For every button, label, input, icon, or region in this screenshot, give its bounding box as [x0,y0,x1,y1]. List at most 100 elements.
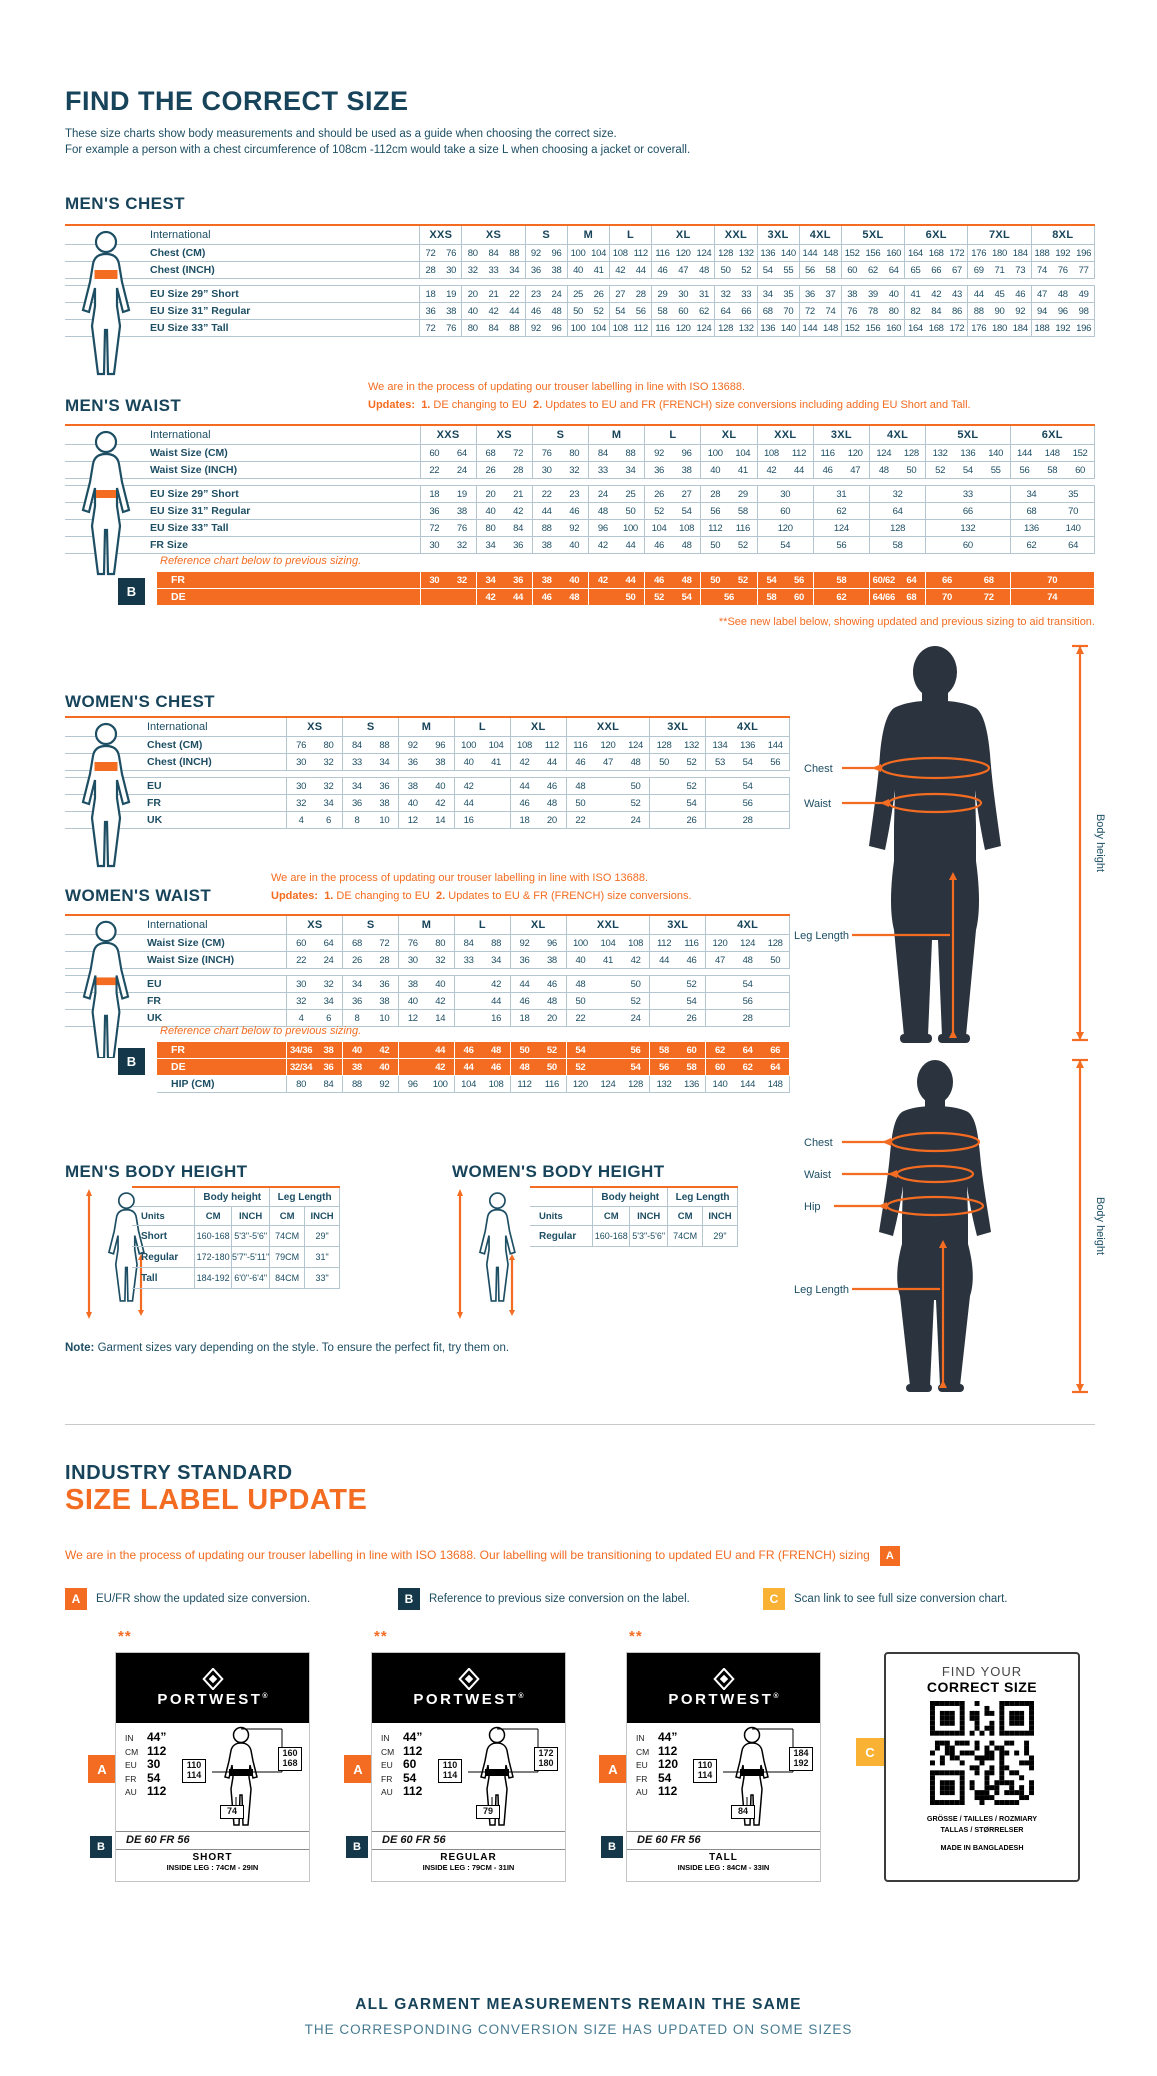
size-cell: 40 42 [342,1042,400,1059]
size-column-header: 5XL [840,226,906,245]
row-label: Chest (INCH) [65,261,421,279]
style-note: Note: Garment sizes vary depending on th… [65,1342,510,1354]
size-cell: 22 24 [565,1009,651,1027]
size-cell: 120 124 128 [705,934,790,952]
size-table: International XS S M L XL XXL 3XL 4XL Waist Size … [65,916,790,1027]
size-cell: 56 [705,794,790,812]
table-row: UK 4 6 8 10 12 14 16 18 20 22 24 26 28 [65,1009,790,1027]
inside-leg-text: INSIDE LEG : 79CM - 31IN [422,1863,515,1872]
size-cell: 50 52 [509,1042,567,1059]
size-cell: 30 [756,485,814,503]
size-cell: 80 84 88 [461,244,526,262]
table-row: EU Size 33” Tall 72 76 80 84 88 92 96 100 104 108 1… [65,319,1096,337]
size-cell: 44 46 [649,951,707,969]
size-cell: 32 33 34 [461,261,526,279]
size-cell: 53 54 56 [705,753,790,771]
chest-label: Chest [804,1137,833,1149]
transition-footnote: **See new label below, showing updated a… [718,616,1095,628]
size-table: International XXS XS S M L XL XXL 3XL 4XL 5XL 6XL Wa… [65,426,1095,554]
size-column-header: XXS [419,226,463,245]
size-cell: 30 32 [531,461,590,479]
size-cell: 46 47 [812,461,871,479]
mens-waist-table-wrap: International XXS XS S M L XL XXL 3XL 4XL 5XL 6XL Wa… [65,424,1095,554]
units-row: Units CM INCH CM INCH [132,1206,340,1226]
body-height-label: Body height [1094,1197,1106,1255]
intro-line-1: These size charts show body measurements… [65,128,617,140]
size-cell: 56 58 60 [1009,461,1095,479]
footer-line-2: THE CORRESPONDING CONVERSION SIZE HAS UP… [304,2022,853,2037]
size-cell: 144 148 [798,244,842,262]
size-cell: 128 [868,519,927,537]
size-cell: 20 21 [475,485,533,503]
size-cell: 52 54 [644,588,702,606]
size-label-card: PORTWEST® IN 44” CM 112 EU 30 FR 54 AU 112 110 114 16… [115,1652,310,1882]
waist-label: Waist [804,1169,831,1181]
size-cell: 38 40 [531,572,590,589]
spec-row: CM 112 [636,1743,678,1758]
size-column-header: 7XL [967,226,1032,245]
table-row: Waist Size (INCH) 22 24 26 28 30 32 33 34 36 38 40 4… [65,461,1095,479]
size-cell: 64/66 68 [868,588,927,606]
page-title: FIND THE CORRECT SIZE [65,86,409,116]
waist-label: Waist [804,798,831,810]
value-cell: 74CM [269,1225,306,1247]
size-column-header: 3XL [812,426,871,445]
size-column-header: L [453,916,511,935]
size-cell: 112 116 [700,519,758,537]
size-cell: 28 29 [700,485,758,503]
size-column-header: L [453,718,511,737]
size-cell: 44 [453,794,511,812]
size-table: FR 30 32 34 36 38 40 42 44 46 48 50 52 54 56 58 60/62 64 6… [157,572,1095,606]
card-footer: TALL INSIDE LEG : 84CM - 33IN [627,1849,820,1884]
size-cell: 140 144 148 [705,1075,790,1093]
size-cell: 32 33 [714,285,758,303]
size-cell: 56 58 [798,261,842,279]
size-cell: 22 24 [565,811,651,829]
row-label: FR Size [65,536,421,554]
size-cell: 38 40 [398,777,455,795]
size-cell: 60 [925,536,1011,554]
size-cell: 33 34 [588,461,646,479]
size-column-header: XXL [565,718,651,737]
spec-list: IN 44” CM 112 EU 60 FR 54 AU 112 [381,1728,423,1798]
table-header-row: International XXS XS S M L XL XXL 3XL 4XL 5XL 6XL 7X… [65,226,1096,245]
table-row: Waist Size (INCH) 22 24 26 28 30 32 33 34 36 38 40 4… [65,951,790,969]
value-cell: 79CM [269,1246,306,1268]
spec-row: EU 60 [381,1757,417,1771]
size-column-header: XXL [714,226,758,245]
size-cell: 128 132 [649,736,707,754]
size-cell: 76 80 [531,444,590,462]
badge-a: A [344,1755,372,1783]
size-cell: 42 44 [588,536,646,554]
size-cell: 72 76 [419,519,477,537]
reference-note-mens: Reference chart below to previous sizing… [160,555,362,567]
size-cell: 92 96 [509,934,567,952]
person-chest-icon [81,230,131,376]
group-header-row: Body height Leg Length [132,1188,340,1207]
size-cell: 74 [1009,588,1095,606]
table-row: FR 32 34 36 38 40 42 44 46 48 50 52 54 56 [65,794,790,812]
person-height-icon-female [457,1189,516,1319]
size-cell: 34 35 [1009,485,1095,503]
person-waist-icon [81,430,131,576]
size-cell: 48 50 [565,975,651,993]
spec-row: CM 112 [381,1743,423,1758]
portwest-diamond-icon [457,1668,480,1690]
value-cell: 184-192 [194,1267,233,1289]
size-column-header: 4XL [868,426,927,445]
mens-height-heading: MEN'S BODY HEIGHT [65,1162,248,1181]
size-cell: 46 47 48 [651,261,716,279]
leg-length-label: Leg Length [794,930,849,942]
size-cell: 100 104 [566,244,610,262]
size-cell: 66 [925,502,1011,520]
portwest-diamond-icon [712,1668,735,1690]
size-cell: 60 64 [286,934,344,952]
mens-height-table-wrap: Body height Leg Length Units CM INCH CM INCH Sh… [132,1186,340,1289]
table-header-row: International XS S M L XL XXL 3XL 4XL [65,718,790,737]
size-column-header: XS [286,916,344,935]
value-cell: 29" [702,1225,738,1247]
size-cell: 36 38 [398,753,455,771]
size-cell: 27 28 [608,285,653,303]
size-column-header: 3XL [756,226,800,245]
size-cell: 88 92 [531,519,590,537]
